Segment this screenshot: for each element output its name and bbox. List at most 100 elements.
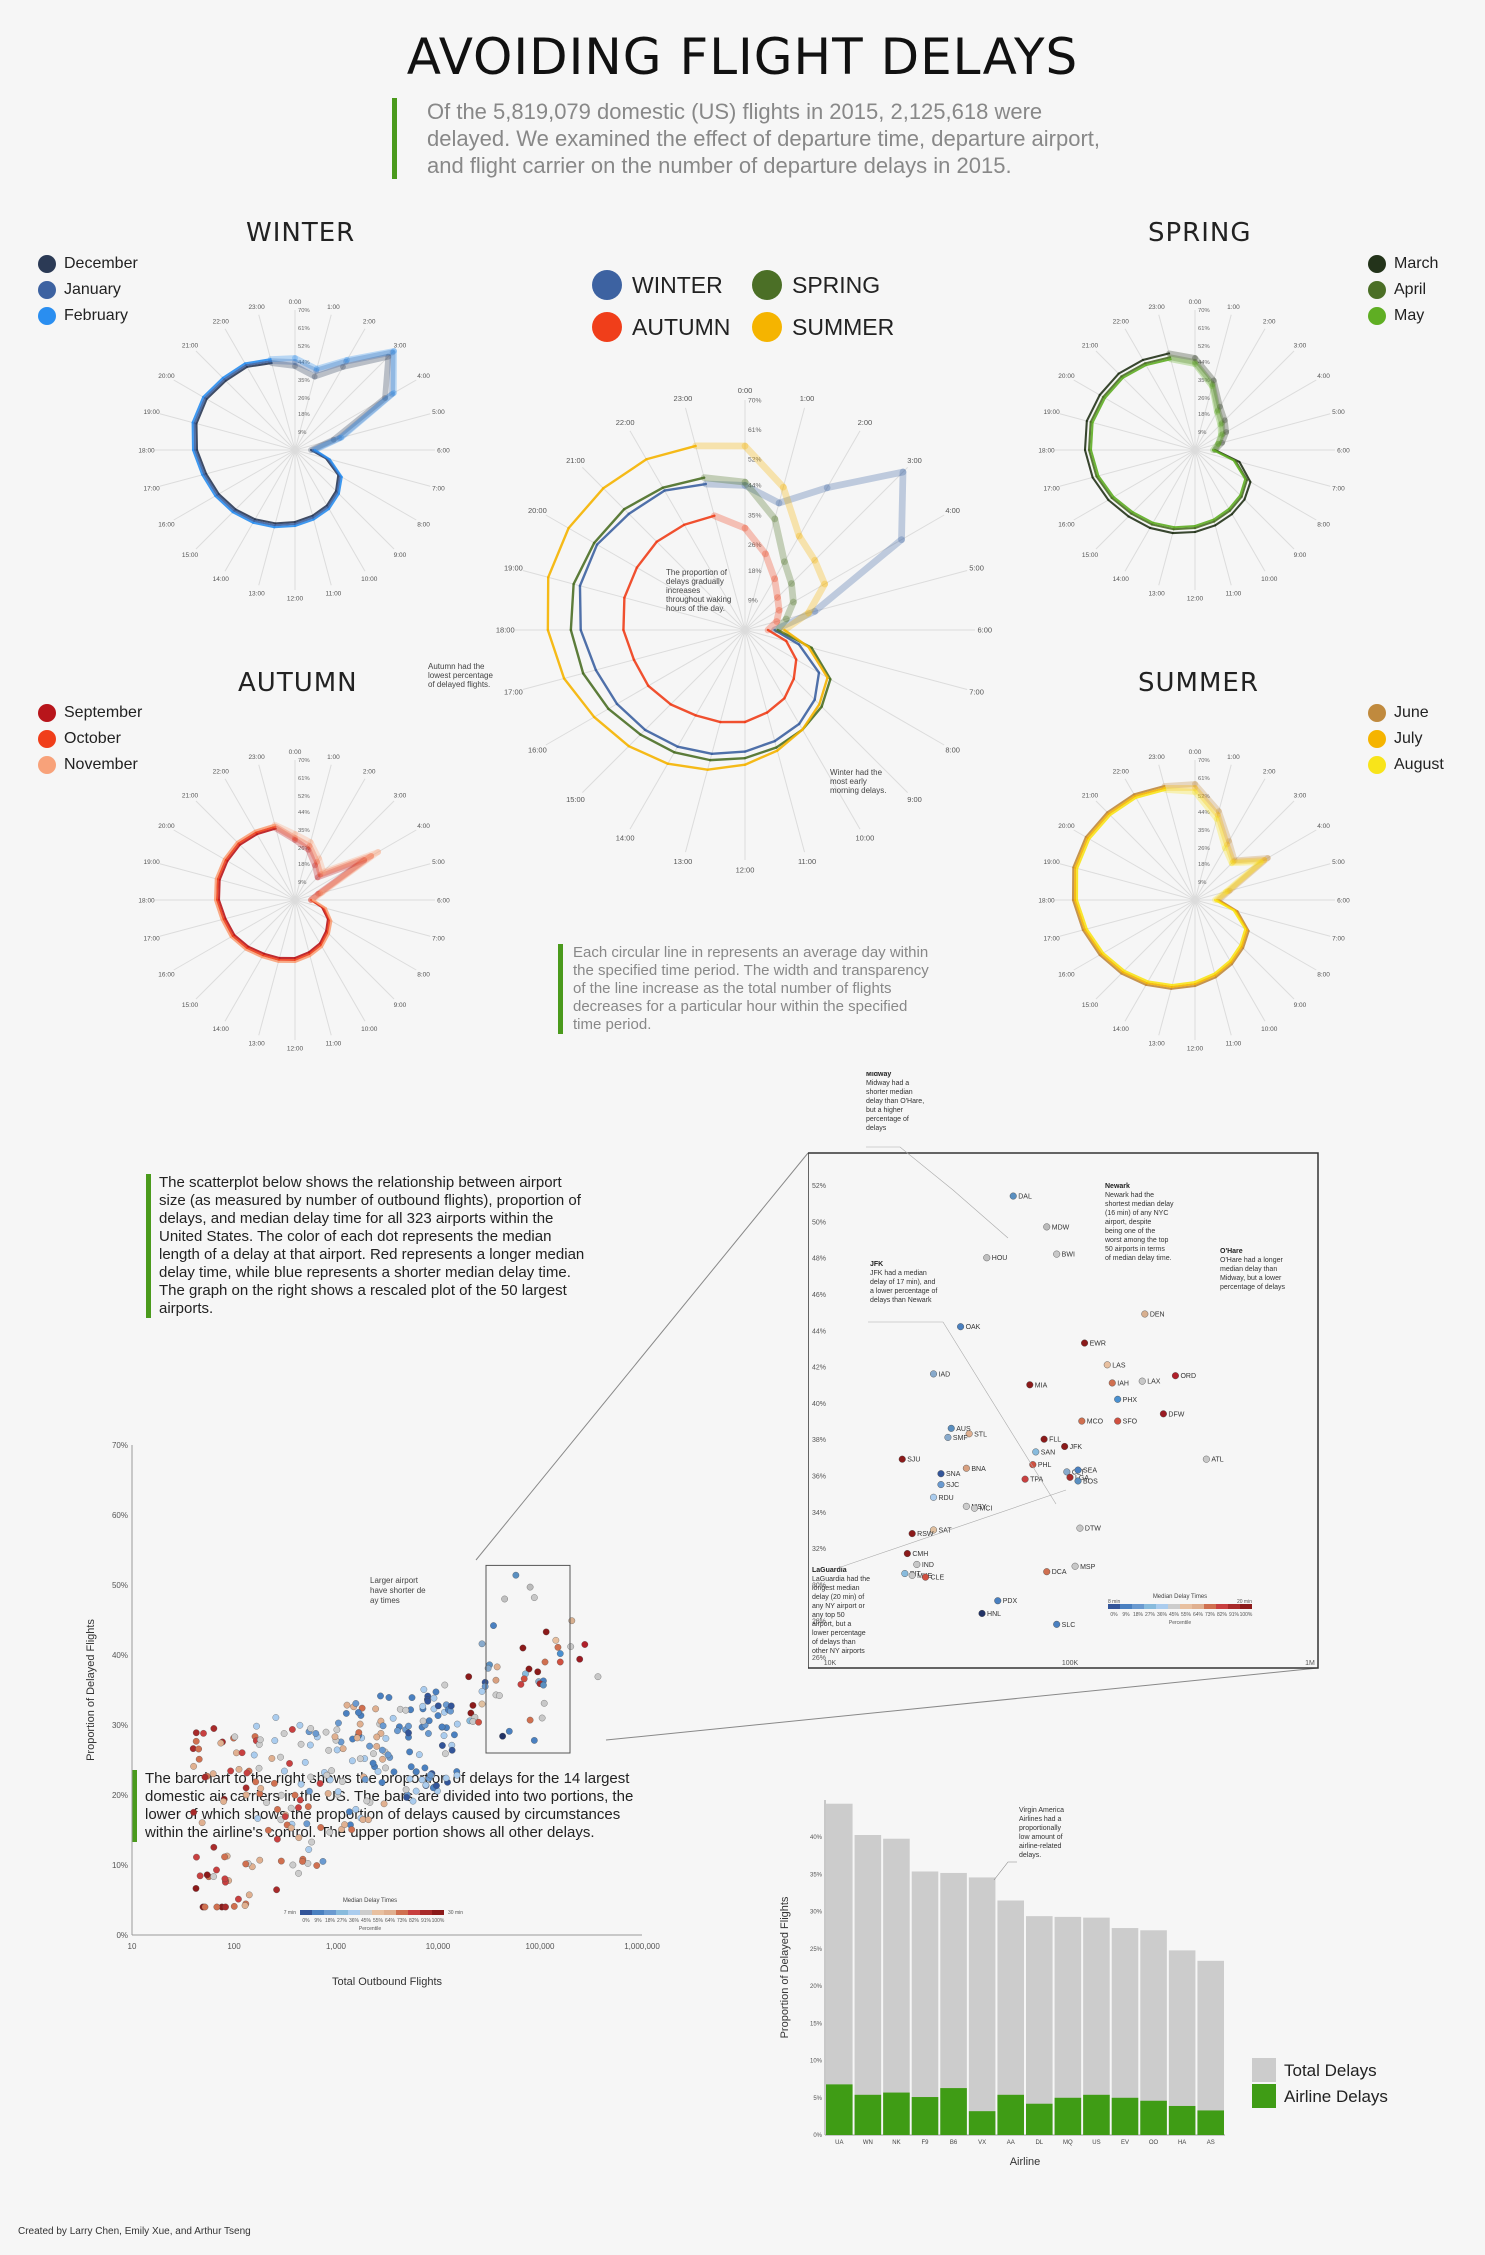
radar-line-july — [1192, 785, 1221, 818]
airport-label-slc: SLC — [1062, 1622, 1076, 1629]
bar-airline-b6 — [940, 2088, 967, 2135]
radar-line-november — [271, 821, 298, 837]
radar-ring-label: 61% — [1198, 776, 1210, 782]
radar-hour-label: 22:00 — [616, 418, 635, 427]
airport-label-las: LAS — [1112, 1362, 1126, 1369]
radar-spoke — [1124, 449, 1196, 572]
radar-line-winter — [615, 702, 647, 732]
scatter-annotation: Larger airport — [370, 1576, 419, 1585]
airport-dot-cle — [922, 1573, 930, 1581]
airport-dot-oak — [957, 1323, 965, 1331]
y-tick-label: 46% — [812, 1292, 826, 1299]
autumn-legend: September October November — [38, 700, 142, 778]
radar-line-winter — [743, 739, 776, 753]
radar-line-july — [1193, 974, 1217, 986]
radar-line-march — [1141, 352, 1171, 361]
scatter-point-rsw — [469, 1702, 477, 1709]
radar-line-february — [201, 473, 217, 498]
y-tick-label: 20% — [112, 1791, 128, 1800]
radar-hour-label: 18:00 — [138, 897, 155, 904]
radar-line-may — [1215, 432, 1224, 447]
radar-line-january — [293, 516, 315, 526]
radar-line-spring — [622, 486, 665, 511]
x-tick-label: F9 — [921, 2140, 929, 2146]
legend-swatch — [752, 312, 782, 342]
radar-line-june — [1132, 784, 1166, 796]
radar-line-april — [1120, 362, 1147, 378]
radar-line-september — [321, 906, 329, 921]
airport-dot-tpa — [1021, 1475, 1029, 1483]
scatter-point — [296, 1721, 304, 1729]
airport-dot-bos — [1074, 1477, 1082, 1485]
radar-line-february — [251, 521, 276, 529]
radar-hour-label: 1:00 — [327, 304, 340, 311]
radar-line-june — [1071, 898, 1084, 932]
radar-spoke — [744, 407, 806, 631]
radar-line-winter — [797, 643, 821, 674]
ohare-note-text: O'Hare had a longer — [1220, 1257, 1283, 1264]
scatter-point — [390, 1768, 398, 1776]
airport-label-dtw: DTW — [1085, 1526, 1101, 1533]
radar-line-april — [1240, 478, 1249, 498]
radar-line-june — [1214, 963, 1234, 979]
radar-ring-label: 18% — [1198, 862, 1210, 868]
radar-spoke — [1073, 449, 1196, 521]
airport-dot-dtw — [1076, 1524, 1084, 1532]
radar-hour-label: 8:00 — [417, 522, 430, 529]
scatter-point — [403, 1794, 410, 1801]
radar-hour-label: 13:00 — [1148, 591, 1165, 598]
radar-ring-label: 44% — [748, 483, 762, 490]
laguardia-note-text: longest median — [812, 1585, 860, 1592]
legend-swatch — [38, 255, 56, 273]
radar-hour-label: 1:00 — [1227, 754, 1240, 761]
radar-line-february — [243, 358, 272, 365]
radar-line-september — [247, 945, 266, 955]
radar-ring-label: 18% — [298, 862, 310, 868]
radar-line-october — [306, 842, 320, 865]
y-tick-label: 60% — [112, 1511, 128, 1520]
radar-line-winter — [741, 482, 783, 507]
radar-hour-label: 16:00 — [158, 522, 175, 529]
radar-ring-label: 35% — [1198, 378, 1210, 384]
scatter-point — [433, 1782, 440, 1790]
scatter-point — [192, 1737, 200, 1745]
colorbar-tick: 0% — [302, 1918, 310, 1924]
radar-spoke — [294, 764, 332, 901]
bar-annotation: airline-related — [1019, 1843, 1062, 1850]
radar-line-june — [1081, 928, 1101, 957]
radar-line-february — [214, 494, 234, 514]
scatter-point — [419, 1702, 427, 1710]
scatter-point — [342, 1710, 350, 1717]
radar-hour-label: 22:00 — [1113, 319, 1130, 326]
radar-line-october — [261, 954, 280, 961]
radar-line-march — [1166, 350, 1198, 361]
radar-hour-label: 16:00 — [1058, 522, 1075, 529]
bar-total-as — [1197, 1960, 1224, 2135]
colorbar-swatch — [1216, 1604, 1228, 1609]
y-tick-label: 0% — [116, 1931, 128, 1940]
radar-line-may — [1151, 521, 1176, 529]
airport-label-mia: MIA — [1035, 1382, 1048, 1389]
radar-line-january — [326, 491, 339, 509]
scatter-point — [210, 1725, 218, 1732]
radar-hour-label: 14:00 — [616, 833, 635, 842]
scatter-point — [308, 1838, 316, 1846]
legend-winter: WINTER — [592, 270, 752, 300]
radar-line-february — [337, 475, 343, 495]
x-tick-label: DL — [1035, 2140, 1043, 2146]
radar-line-august — [1123, 969, 1150, 983]
radar-hour-label: 5:00 — [432, 409, 445, 416]
scatter-note: The scatterplot below shows the relation… — [146, 1174, 589, 1318]
scatter-point — [416, 1751, 423, 1758]
radar-line-november — [320, 932, 330, 948]
scatter-point-dtw — [540, 1699, 548, 1707]
center-legend: WINTER SPRING AUTUMN SUMMER — [592, 270, 932, 342]
legend-swatch — [1368, 704, 1386, 722]
airport-label-iad: IAD — [939, 1371, 951, 1378]
radar-line-february — [327, 492, 340, 510]
radar-hour-label: 15:00 — [182, 1002, 199, 1009]
radar-line-may — [1167, 356, 1198, 367]
radar-spoke — [224, 449, 296, 572]
colorbar-tick: 82% — [1217, 1612, 1228, 1618]
airport-dot-jfk — [1061, 1442, 1069, 1450]
